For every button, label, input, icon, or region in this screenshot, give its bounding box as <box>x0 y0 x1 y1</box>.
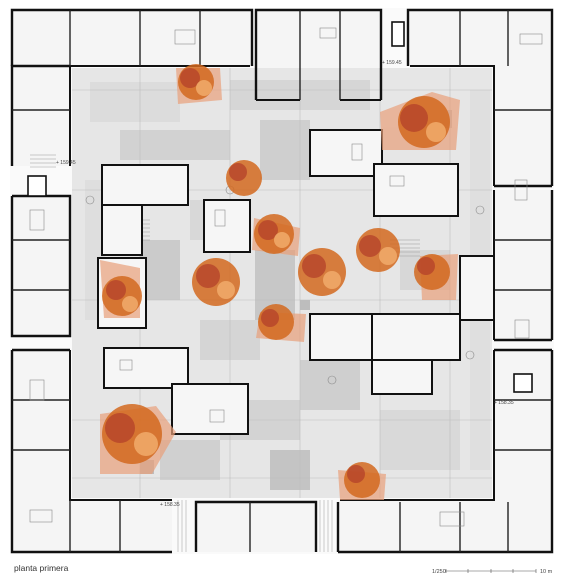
partition-walls <box>12 10 552 552</box>
tree <box>254 214 294 254</box>
service-cores <box>27 21 533 393</box>
plan-title: planta primera <box>14 563 69 573</box>
tree <box>102 404 162 464</box>
scale-length: 10 m <box>540 569 553 575</box>
tree <box>414 254 450 290</box>
tree <box>356 228 400 272</box>
level-markers: + 159.45 + 159.45 + 158.35 + 158.35 <box>56 60 514 508</box>
level-mark: + 159.45 <box>56 160 76 166</box>
tree <box>258 304 294 340</box>
tree <box>226 160 262 196</box>
perimeter-dwellings <box>12 10 552 552</box>
tree <box>102 276 142 316</box>
tree <box>178 64 214 100</box>
tree <box>192 258 240 306</box>
furniture <box>29 27 543 527</box>
scale-bar <box>445 569 537 573</box>
tree <box>398 96 450 148</box>
tree <box>298 248 346 296</box>
scale-ratio: 1/250 <box>432 569 446 575</box>
level-mark: + 158.35 <box>494 400 514 406</box>
level-mark: + 159.45 <box>382 60 402 66</box>
perimeter-walls <box>10 8 554 554</box>
trees <box>102 64 450 498</box>
level-mark: + 158.35 <box>160 502 180 508</box>
tree <box>344 462 380 498</box>
